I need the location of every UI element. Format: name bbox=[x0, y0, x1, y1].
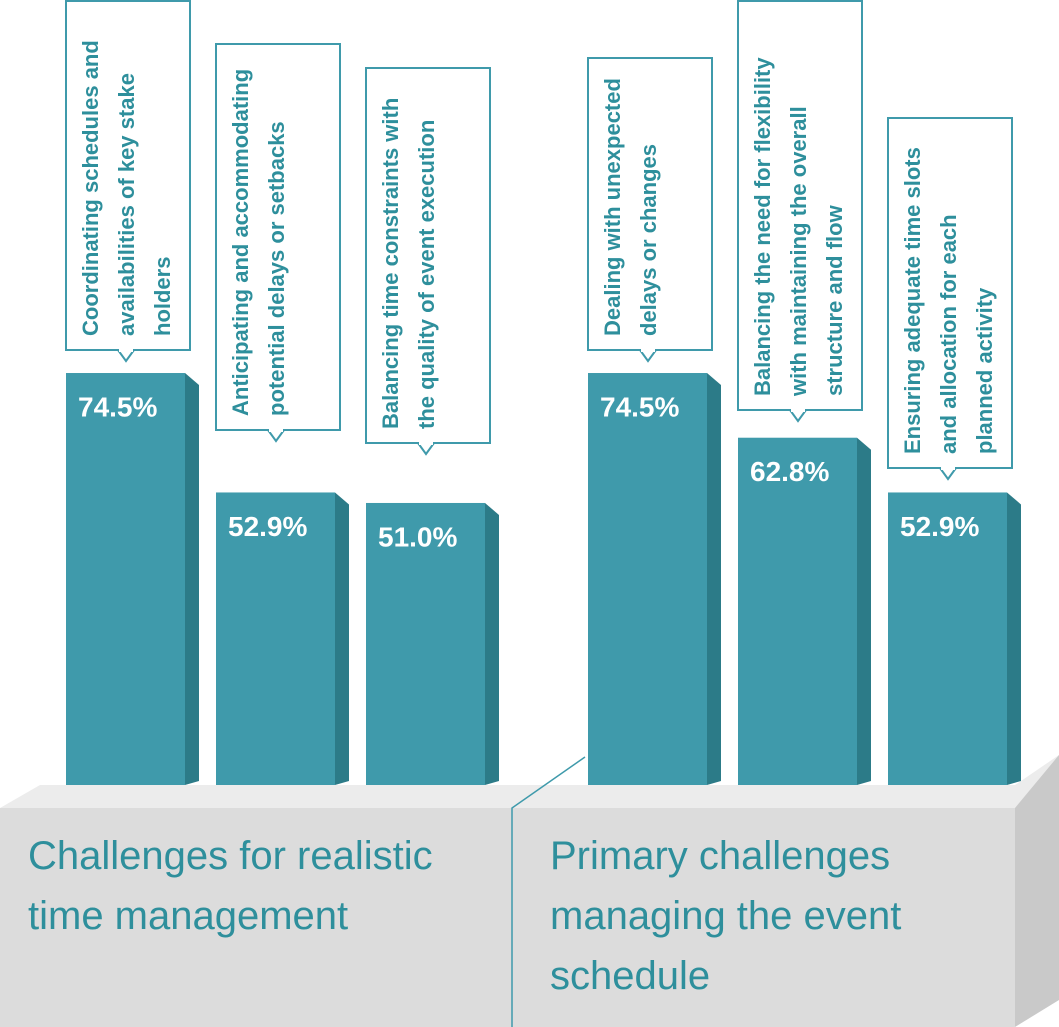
category-label: Dealing with unexpected delays or change… bbox=[600, 72, 661, 336]
platform-side bbox=[1015, 755, 1059, 1027]
divider bbox=[511, 756, 586, 1027]
bar bbox=[888, 492, 1007, 785]
platform-front bbox=[0, 808, 1015, 1027]
bar-side bbox=[335, 492, 349, 785]
bar-group: 74.5% Coordinating schedules and availabi… bbox=[65, 0, 199, 785]
callout-cover bbox=[791, 408, 805, 412]
bar-group: 52.9% Ensuring adequate time slots and al… bbox=[887, 117, 1021, 785]
value-label: 62.8% bbox=[750, 456, 829, 487]
value-label: 74.5% bbox=[78, 391, 157, 422]
category-label: Balancing the need for flexibility with … bbox=[750, 51, 847, 397]
callout-box bbox=[215, 43, 341, 431]
bar bbox=[216, 492, 335, 785]
value-label: 74.5% bbox=[600, 391, 679, 422]
bar-side bbox=[1007, 492, 1021, 785]
callout-cover bbox=[119, 348, 133, 352]
callout-box bbox=[365, 67, 491, 444]
bar-side bbox=[485, 502, 499, 785]
bar-side bbox=[185, 373, 199, 785]
callout-box bbox=[587, 57, 713, 351]
bar-group: 74.5% Dealing with unexpected delays or c… bbox=[587, 57, 721, 785]
callout-cover bbox=[269, 428, 283, 432]
bar-side bbox=[857, 437, 871, 785]
callout-cover bbox=[641, 348, 655, 352]
value-label: 52.9% bbox=[900, 511, 979, 542]
platform-top bbox=[0, 755, 1059, 808]
callout-box bbox=[887, 117, 1013, 469]
bar bbox=[588, 373, 707, 785]
group-title: Primary challenges managing the event sc… bbox=[550, 834, 912, 998]
category-label: Balancing time constraints with the qual… bbox=[378, 92, 439, 429]
bar-group: 62.8% Balancing the need for flexibility … bbox=[737, 0, 871, 785]
callout-box bbox=[65, 0, 191, 351]
bar-side bbox=[707, 373, 721, 785]
bar-group: 52.9% Anticipating and accommodating pote… bbox=[215, 43, 349, 785]
group-title: Challenges for realistic time management bbox=[28, 834, 444, 938]
callout-cover bbox=[419, 441, 433, 445]
category-label: Anticipating and accommodating potential… bbox=[228, 63, 289, 416]
value-label: 51.0% bbox=[378, 521, 457, 552]
callout-box bbox=[737, 0, 863, 411]
callout-cover bbox=[941, 466, 955, 470]
category-label: Ensuring adequate time slots and allocat… bbox=[900, 141, 997, 454]
bar bbox=[366, 502, 485, 785]
bar-group: 51.0% Balancing time constraints with the… bbox=[365, 67, 499, 785]
value-label: 52.9% bbox=[228, 511, 307, 542]
bar bbox=[738, 437, 857, 785]
bar bbox=[66, 373, 185, 785]
category-label: Coordinating schedules and availabilitie… bbox=[78, 34, 175, 336]
